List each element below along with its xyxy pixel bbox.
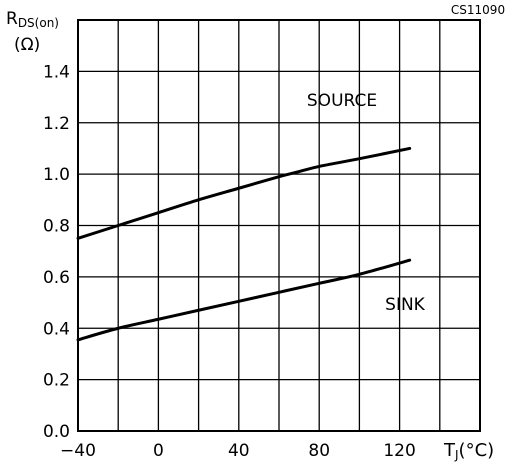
x-axis-label: TJ(°C) (443, 440, 494, 462)
x-axis-label-unit: (°C) (459, 440, 495, 461)
series-label-sink: SINK (385, 295, 426, 315)
y-axis-label-sub: DS(on) (18, 16, 59, 30)
y-tick-label: 1.2 (43, 114, 70, 134)
grid (78, 20, 480, 431)
y-tick-label: 0.4 (43, 319, 70, 339)
x-axis-label-sub: J (454, 448, 459, 462)
plot-frame (77, 19, 481, 432)
y-axis-unit: (Ω) (14, 35, 40, 55)
y-axis-label: RDS(on) (6, 9, 59, 30)
y-tick-labels: 0.0 0.2 0.4 0.6 0.8 1.0 1.2 1.4 (43, 62, 70, 442)
series-line-source (76, 146, 412, 240)
x-tick-label: 0 (153, 441, 164, 461)
y-axis-label-main: R (6, 9, 18, 29)
x-axis-label-main: T (443, 440, 456, 461)
series-label-source: SOURCE (307, 91, 377, 111)
y-tick-label: 0.0 (43, 422, 70, 442)
x-tick-label: 40 (228, 441, 250, 461)
y-tick-label: 1.4 (43, 62, 70, 82)
x-tick-label: 120 (383, 441, 415, 461)
y-tick-label: 0.8 (43, 217, 70, 237)
y-tick-label: 1.0 (43, 165, 70, 185)
y-tick-label: 0.6 (43, 268, 70, 288)
x-tick-label: 80 (308, 441, 330, 461)
figure-code: CS11090 (451, 3, 505, 17)
x-tick-labels: −40 0 40 80 120 (60, 441, 416, 461)
y-tick-label: 0.2 (43, 371, 70, 391)
curves (76, 146, 412, 342)
x-tick-label: −40 (60, 441, 96, 461)
series-line-sink (76, 258, 412, 342)
